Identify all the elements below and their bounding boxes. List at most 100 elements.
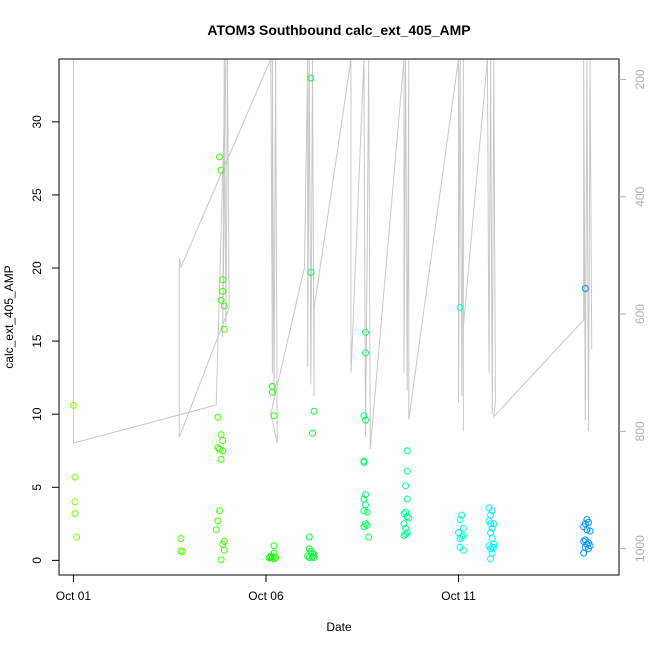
plot-frame bbox=[58, 58, 620, 576]
data-point bbox=[71, 498, 79, 506]
data-point bbox=[487, 520, 495, 528]
y2-tick-label: 200 bbox=[633, 69, 647, 89]
data-point bbox=[360, 458, 368, 466]
x-tick-label: Oct 01 bbox=[56, 589, 92, 603]
depth-line-layer bbox=[72, 58, 593, 449]
y-tick-label: 15 bbox=[30, 334, 44, 348]
data-point bbox=[307, 268, 315, 276]
y2-tick-label: 400 bbox=[633, 186, 647, 206]
data-point bbox=[310, 407, 318, 415]
data-point bbox=[362, 328, 369, 336]
y2-tick-label: 600 bbox=[633, 304, 647, 324]
data-point bbox=[217, 456, 225, 463]
data-point bbox=[305, 554, 313, 561]
data-point bbox=[216, 153, 223, 161]
data-point bbox=[363, 521, 371, 529]
data-point bbox=[459, 524, 467, 532]
y-tick-label: 10 bbox=[30, 407, 44, 421]
data-point bbox=[220, 302, 228, 310]
data-point bbox=[362, 501, 369, 509]
data-point bbox=[403, 495, 411, 503]
data-point bbox=[580, 549, 588, 557]
data-point bbox=[585, 545, 592, 553]
data-point bbox=[309, 429, 316, 437]
data-point bbox=[403, 447, 411, 455]
data-point bbox=[402, 530, 410, 538]
data-point bbox=[220, 546, 228, 554]
y-tick-label: 30 bbox=[30, 115, 44, 129]
data-point bbox=[73, 533, 81, 541]
data-point bbox=[490, 520, 498, 528]
y2-tick-label: 1000 bbox=[633, 535, 647, 562]
data-point bbox=[219, 447, 227, 455]
data-point bbox=[217, 431, 225, 439]
x-tick-label: Oct 11 bbox=[441, 589, 476, 603]
data-point bbox=[586, 527, 594, 535]
data-point bbox=[304, 552, 312, 560]
data-point bbox=[363, 508, 371, 516]
chart-title: ATOM3 Southbound calc_ext_405_AMP bbox=[207, 22, 470, 38]
y-tick-label: 25 bbox=[30, 188, 44, 202]
data-point bbox=[488, 524, 496, 532]
data-point bbox=[360, 507, 368, 515]
data-point bbox=[459, 546, 467, 554]
depth-line bbox=[72, 58, 593, 449]
data-point bbox=[71, 473, 79, 481]
y-axis: 0 5 10 15 20 25 30 bbox=[30, 115, 59, 564]
data-point bbox=[403, 467, 411, 475]
data-point bbox=[402, 482, 410, 490]
data-point bbox=[583, 526, 591, 534]
data-point bbox=[488, 507, 496, 515]
data-point bbox=[402, 508, 410, 516]
data-point bbox=[456, 304, 464, 311]
y2-tick-label: 800 bbox=[633, 421, 647, 441]
data-point bbox=[458, 511, 466, 519]
data-point bbox=[487, 545, 495, 553]
data-point bbox=[488, 535, 496, 542]
data-point bbox=[217, 556, 225, 564]
scatter-points-layer bbox=[69, 74, 594, 564]
data-point bbox=[270, 412, 278, 420]
data-point bbox=[219, 437, 227, 444]
data-point bbox=[179, 548, 187, 556]
data-point bbox=[459, 532, 467, 539]
data-point bbox=[69, 401, 77, 409]
data-point bbox=[400, 520, 408, 528]
data-point bbox=[360, 523, 368, 531]
data-point bbox=[581, 285, 589, 292]
data-point bbox=[270, 542, 278, 550]
y-axis-label: calc_ext_405_AMP bbox=[2, 265, 16, 368]
data-point bbox=[400, 532, 408, 539]
data-point bbox=[219, 276, 227, 284]
data-point bbox=[270, 555, 278, 563]
y-tick-label: 0 bbox=[30, 557, 44, 564]
data-point bbox=[405, 514, 413, 522]
data-point bbox=[365, 533, 373, 541]
y-tick-label: 5 bbox=[30, 484, 44, 491]
data-point bbox=[310, 554, 318, 561]
x-axis-label: Date bbox=[326, 620, 352, 634]
data-point bbox=[217, 166, 225, 174]
data-point bbox=[214, 517, 222, 525]
data-point bbox=[214, 413, 222, 421]
data-point bbox=[71, 510, 79, 518]
data-point bbox=[177, 535, 185, 542]
data-point bbox=[362, 349, 369, 357]
data-point bbox=[458, 533, 466, 541]
data-point bbox=[487, 555, 495, 563]
data-point bbox=[403, 513, 411, 520]
secondary-y-axis: 200 400 600 800 1000 bbox=[619, 69, 647, 562]
data-point bbox=[307, 74, 315, 82]
data-point bbox=[362, 491, 369, 499]
data-point bbox=[216, 507, 223, 515]
data-point bbox=[217, 296, 225, 304]
data-point bbox=[305, 533, 313, 541]
data-point bbox=[268, 388, 276, 396]
data-point bbox=[212, 526, 220, 534]
data-point bbox=[219, 287, 227, 295]
data-point bbox=[456, 516, 464, 523]
x-tick-label: Oct 06 bbox=[248, 589, 284, 603]
data-point bbox=[265, 554, 273, 562]
data-point bbox=[216, 445, 223, 453]
